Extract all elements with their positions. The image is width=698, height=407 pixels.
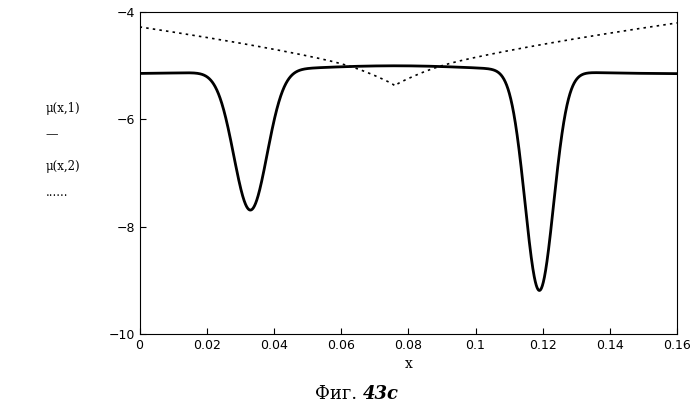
Text: μ(x,1): μ(x,1) bbox=[45, 102, 80, 115]
Text: ......: ...... bbox=[45, 186, 68, 199]
Text: 43c: 43c bbox=[363, 385, 399, 403]
X-axis label: x: x bbox=[404, 357, 413, 371]
Text: Фиг.: Фиг. bbox=[315, 385, 363, 403]
Text: —: — bbox=[45, 128, 58, 141]
Text: μ(x,2): μ(x,2) bbox=[45, 160, 80, 173]
